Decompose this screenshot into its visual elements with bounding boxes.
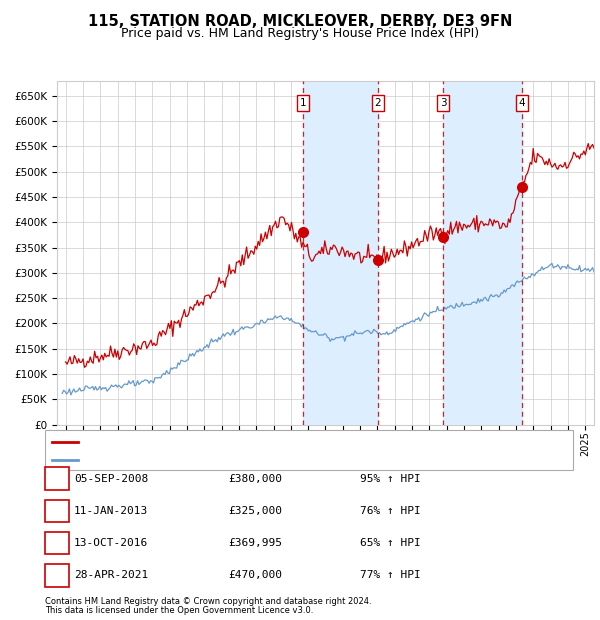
Text: 115, STATION ROAD, MICKLEOVER, DERBY, DE3 9FN: 115, STATION ROAD, MICKLEOVER, DERBY, DE…	[88, 14, 512, 29]
Bar	[443, 81, 522, 425]
Text: £325,000: £325,000	[228, 506, 282, 516]
Text: 115, STATION ROAD, MICKLEOVER, DERBY, DE3 9FN (detached house): 115, STATION ROAD, MICKLEOVER, DERBY, DE…	[83, 436, 448, 447]
Text: 28-APR-2021: 28-APR-2021	[74, 570, 148, 580]
Text: £470,000: £470,000	[228, 570, 282, 580]
Text: 13-OCT-2016: 13-OCT-2016	[74, 538, 148, 548]
Text: 65% ↑ HPI: 65% ↑ HPI	[360, 538, 421, 548]
Text: £380,000: £380,000	[228, 474, 282, 484]
Text: Price paid vs. HM Land Registry's House Price Index (HPI): Price paid vs. HM Land Registry's House …	[121, 27, 479, 40]
Text: 3: 3	[440, 98, 446, 108]
Text: Contains HM Land Registry data © Crown copyright and database right 2024.: Contains HM Land Registry data © Crown c…	[45, 597, 371, 606]
Text: 95% ↑ HPI: 95% ↑ HPI	[360, 474, 421, 484]
Text: 4: 4	[518, 98, 525, 108]
Text: £369,995: £369,995	[228, 538, 282, 548]
Text: 3: 3	[53, 538, 61, 548]
Text: 4: 4	[53, 570, 61, 580]
Text: 05-SEP-2008: 05-SEP-2008	[74, 474, 148, 484]
Text: 2: 2	[374, 98, 381, 108]
Text: 1: 1	[53, 474, 61, 484]
Text: 2: 2	[53, 506, 61, 516]
Text: This data is licensed under the Open Government Licence v3.0.: This data is licensed under the Open Gov…	[45, 606, 313, 615]
Text: 11-JAN-2013: 11-JAN-2013	[74, 506, 148, 516]
Text: 77% ↑ HPI: 77% ↑ HPI	[360, 570, 421, 580]
Text: 1: 1	[299, 98, 306, 108]
Text: 76% ↑ HPI: 76% ↑ HPI	[360, 506, 421, 516]
Bar	[302, 81, 378, 425]
Text: HPI: Average price, detached house, City of Derby: HPI: Average price, detached house, City…	[83, 455, 344, 465]
